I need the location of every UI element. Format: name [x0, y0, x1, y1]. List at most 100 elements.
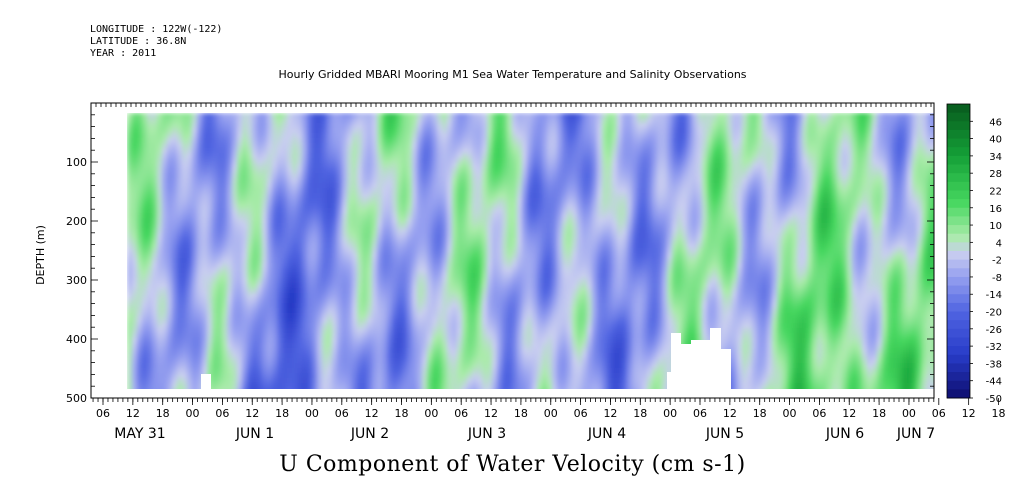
- heat-cell: [537, 278, 543, 284]
- heat-cell: [517, 343, 523, 349]
- heat-cell: [432, 303, 438, 309]
- heat-cell: [292, 223, 298, 229]
- heat-cell: [232, 348, 238, 354]
- heat-cell: [172, 218, 178, 224]
- heat-cell: [427, 203, 433, 209]
- heat-cell: [512, 143, 518, 149]
- heat-cell: [172, 138, 178, 144]
- heat-cell: [472, 223, 478, 229]
- heat-cell: [477, 253, 483, 259]
- heat-cell: [337, 333, 343, 339]
- heat-cell: [417, 368, 423, 374]
- heat-cell: [432, 198, 438, 204]
- heat-cell: [192, 233, 198, 239]
- heat-cell: [137, 173, 143, 179]
- heat-cell: [317, 378, 323, 384]
- heat-cell: [452, 378, 458, 384]
- heat-cell: [372, 298, 378, 304]
- heat-cell: [167, 353, 173, 359]
- heat-cell: [547, 238, 553, 244]
- heat-cell: [167, 213, 173, 219]
- heat-cell: [202, 313, 208, 319]
- heat-cell: [177, 158, 183, 164]
- heat-cell: [522, 258, 528, 264]
- heat-cell: [552, 163, 558, 169]
- heat-cell: [367, 203, 373, 209]
- heat-cell: [197, 203, 203, 209]
- heat-cell: [292, 368, 298, 374]
- heat-cell: [567, 318, 573, 324]
- heat-cell: [432, 318, 438, 324]
- heat-cell: [532, 228, 538, 234]
- heat-cell: [522, 358, 528, 364]
- heat-cell: [527, 373, 533, 379]
- heat-cell: [472, 163, 478, 169]
- heat-cell: [237, 373, 243, 379]
- heat-cell: [182, 258, 188, 264]
- heat-cell: [392, 183, 398, 189]
- heat-cell: [207, 248, 213, 254]
- heat-cell: [537, 128, 543, 134]
- heat-cell: [177, 233, 183, 239]
- heat-cell: [482, 238, 488, 244]
- heat-cell: [197, 328, 203, 334]
- heat-cell: [472, 148, 478, 154]
- heat-cell: [242, 183, 248, 189]
- heat-cell: [457, 363, 463, 369]
- heat-cell: [142, 353, 148, 359]
- heat-cell: [177, 343, 183, 349]
- heat-cell: [172, 188, 178, 194]
- heat-cell: [272, 193, 278, 199]
- heat-cell: [242, 143, 248, 149]
- heat-cell: [192, 298, 198, 304]
- heat-cell: [227, 173, 233, 179]
- heat-cell: [257, 133, 263, 139]
- heat-cell: [157, 378, 163, 384]
- heat-cell: [442, 118, 448, 124]
- heat-cell: [352, 133, 358, 139]
- heat-cell: [302, 383, 308, 389]
- heat-cell: [242, 378, 248, 384]
- heat-cell: [412, 223, 418, 229]
- heat-cell: [342, 298, 348, 304]
- heat-cell: [367, 318, 373, 324]
- heat-cell: [157, 383, 163, 389]
- heat-cell: [172, 143, 178, 149]
- heat-cell: [412, 123, 418, 129]
- heat-cell: [127, 243, 133, 249]
- heat-cell: [387, 298, 393, 304]
- heat-cell: [247, 273, 253, 279]
- heat-cell: [337, 348, 343, 354]
- heat-cell: [187, 158, 193, 164]
- heat-cell: [462, 123, 468, 129]
- heat-cell: [302, 138, 308, 144]
- heat-cell: [512, 358, 518, 364]
- heat-cell: [127, 263, 133, 269]
- heat-cell: [147, 113, 153, 119]
- heat-cell: [372, 183, 378, 189]
- heat-cell: [487, 338, 493, 344]
- heat-cell: [342, 203, 348, 209]
- heat-cell: [312, 128, 318, 134]
- heat-cell: [372, 218, 378, 224]
- heat-cell: [237, 383, 243, 389]
- heat-cell: [242, 168, 248, 174]
- heat-cell: [302, 148, 308, 154]
- heat-cell: [287, 313, 293, 319]
- heat-cell: [422, 308, 428, 314]
- heat-cell: [157, 258, 163, 264]
- heat-cell: [507, 303, 513, 309]
- heat-cell: [212, 308, 218, 314]
- heat-cell: [157, 358, 163, 364]
- heat-cell: [142, 243, 148, 249]
- heat-cell: [407, 173, 413, 179]
- heat-cell: [282, 313, 288, 319]
- heat-cell: [377, 233, 383, 239]
- heat-cell: [337, 188, 343, 194]
- heat-cell: [352, 363, 358, 369]
- heat-cell: [267, 253, 273, 259]
- heat-cell: [422, 358, 428, 364]
- heat-cell: [212, 383, 218, 389]
- heat-cell: [537, 143, 543, 149]
- heat-cell: [407, 258, 413, 264]
